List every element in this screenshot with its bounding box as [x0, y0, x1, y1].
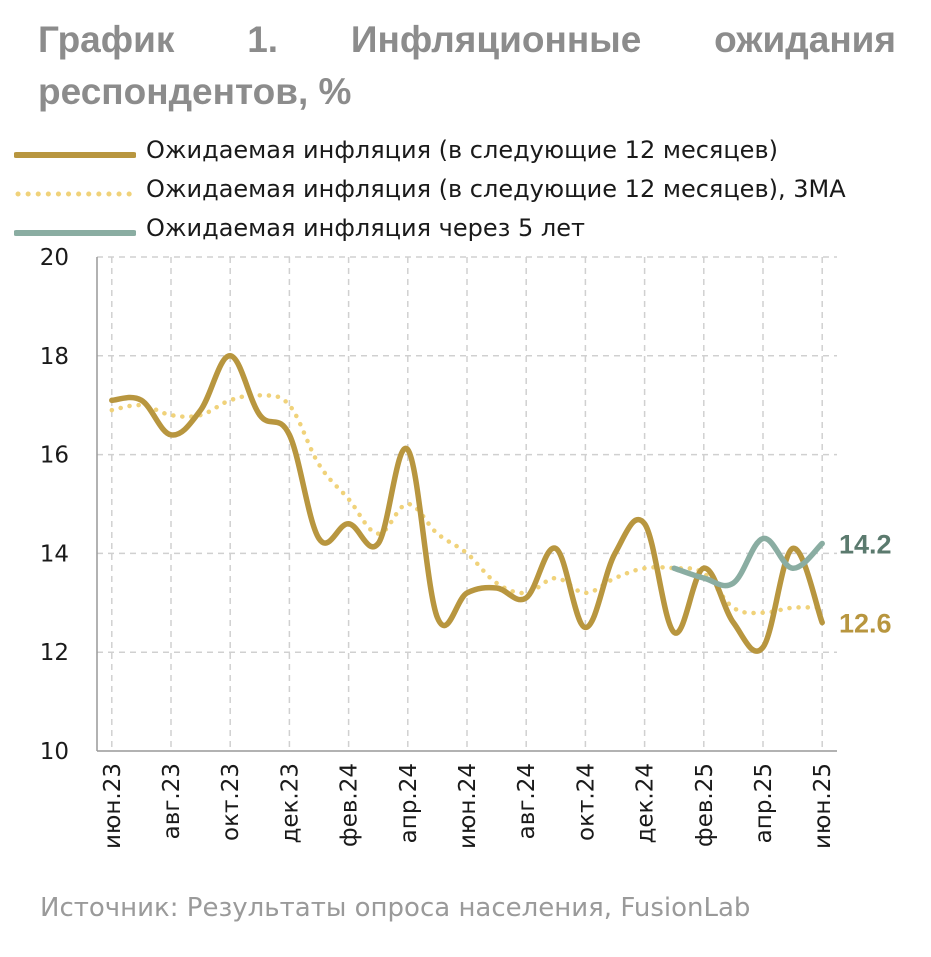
- x-tick-label: июн.23: [100, 763, 126, 849]
- legend-item-main: Ожидаемая инфляция (в следующие 12 месяц…: [13, 130, 846, 169]
- y-tick-label: 12: [40, 640, 69, 666]
- legend-label-main: Ожидаемая инфляция (в следующие 12 месяц…: [146, 135, 778, 164]
- y-tick-label: 20: [40, 245, 69, 271]
- end-label-5y: 14.2: [839, 530, 892, 560]
- y-tick-label: 16: [40, 443, 69, 469]
- x-tick-label: фев.25: [692, 763, 718, 847]
- legend-item-5y: Ожидаемая инфляция через 5 лет: [13, 208, 846, 247]
- series-line-5y: [671, 535, 825, 589]
- legend-label-ma: Ожидаемая инфляция (в следующие 12 месяц…: [146, 174, 846, 203]
- x-tick-label: апр.24: [396, 763, 422, 843]
- x-tick-label: апр.25: [751, 763, 777, 843]
- source-note: Источник: Результаты опроса населения, F…: [40, 893, 751, 923]
- x-tick-label: дек.23: [277, 763, 303, 844]
- end-label-main: 12.6: [839, 609, 892, 639]
- x-tick-label: авг.24: [514, 763, 540, 839]
- x-tick-label: июн.24: [455, 763, 481, 849]
- legend-swatch-5y: [13, 224, 137, 236]
- x-tick-label: авг.23: [159, 763, 185, 839]
- x-tick-label: окт.24: [573, 763, 599, 841]
- y-tick-label: 18: [40, 344, 69, 370]
- legend-swatch-ma: [14, 185, 137, 196]
- legend-item-ma: Ожидаемая инфляция (в следующие 12 месяц…: [14, 169, 846, 208]
- x-tick-label: окт.23: [218, 763, 244, 841]
- legend-label-5y: Ожидаемая инфляция через 5 лет: [146, 213, 585, 242]
- legend: Ожидаемая инфляция (в следующие 12 месяц…: [13, 130, 846, 247]
- series-line-main: [109, 353, 825, 654]
- y-tick-label: 14: [40, 541, 69, 567]
- x-tick-label: дек.24: [633, 763, 659, 844]
- y-tick-label: 10: [40, 739, 69, 765]
- x-tick-label: фев.24: [337, 763, 363, 847]
- legend-swatch-main: [13, 146, 137, 158]
- x-tick-label: июн.25: [810, 763, 836, 849]
- chart-title: График 1. Инфляционные ожидания респонде…: [38, 19, 896, 112]
